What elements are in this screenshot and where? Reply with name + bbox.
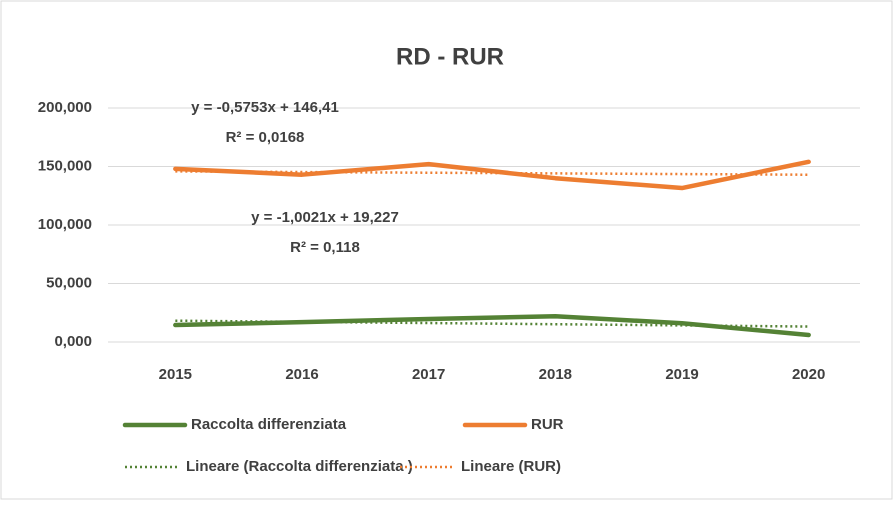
x-tick-label: 2015: [159, 366, 192, 383]
chart-title: RD - RUR: [396, 43, 504, 70]
legend-label: Raccolta differenziata: [191, 416, 347, 433]
y-tick-label: 50,000: [46, 274, 92, 291]
x-tick-label: 2016: [285, 366, 318, 383]
series-line: [173, 159, 811, 191]
trend-equation: y = -1,0021x + 19,227: [251, 209, 399, 226]
x-tick-label: 2020: [792, 366, 825, 383]
y-tick-label: 0,000: [54, 333, 92, 350]
trend-line: [175, 170, 809, 176]
x-tick-label: 2017: [412, 366, 445, 383]
y-tick-label: 150,000: [38, 157, 92, 174]
x-tick-label: 2018: [539, 366, 572, 383]
trend-equation: y = -0,5753x + 146,41: [191, 99, 339, 116]
y-tick-label: 200,000: [38, 99, 92, 116]
trend-equation: R² = 0,118: [290, 239, 360, 256]
y-tick-label: 100,000: [38, 216, 92, 233]
trend-line: [175, 319, 809, 328]
trend-equation: R² = 0,0168: [226, 129, 305, 146]
x-tick-label: 2019: [665, 366, 698, 383]
legend-label: RUR: [531, 416, 564, 433]
legend-label: Lineare (Raccolta differenziata ): [186, 458, 413, 475]
legend-label: Lineare (RUR): [461, 458, 561, 475]
